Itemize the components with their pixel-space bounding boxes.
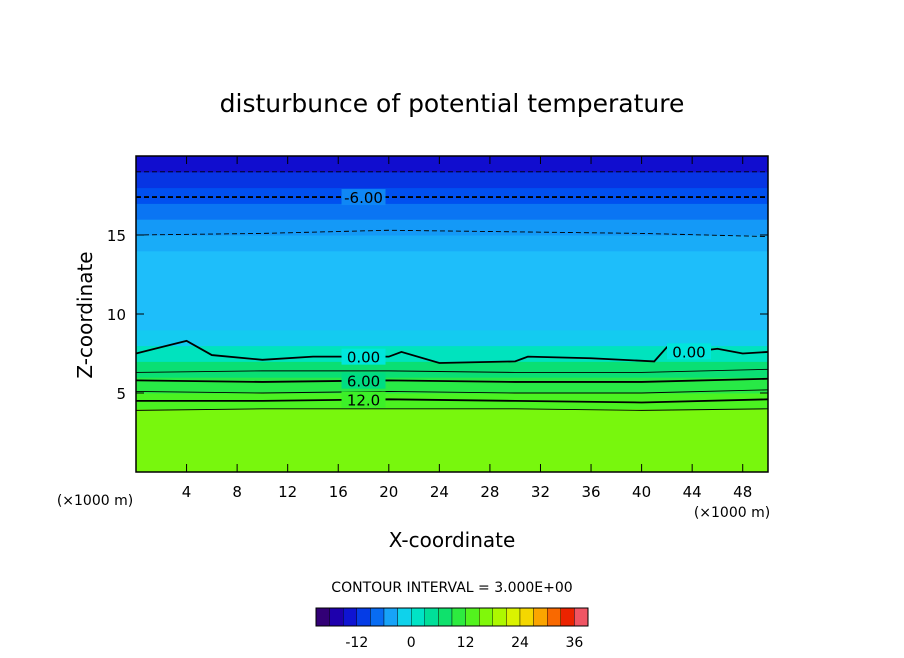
contour-line (135, 408, 769, 411)
field-cell (136, 203, 768, 220)
field-cell (136, 377, 768, 394)
y-tick-label: 10 (107, 306, 126, 324)
chart-title: disturbunce of potential temperature (220, 89, 685, 118)
y-axis-title: Z-coordinate (73, 251, 97, 378)
y-unit-label: (×1000 m) (694, 505, 770, 521)
colorbar-cell (370, 607, 385, 627)
x-tick-label: 24 (430, 483, 449, 501)
colorbar-cell (315, 607, 330, 627)
contour-label: 0.00 (672, 343, 705, 361)
colorbar-cell (424, 607, 439, 627)
field-cell (136, 282, 768, 299)
colorbar-cell (492, 607, 507, 627)
colorbar-title: CONTOUR INTERVAL = 3.000E+00 (331, 580, 572, 596)
colorbar-cell (547, 607, 562, 627)
contour-label-bg (667, 343, 711, 360)
colorbar-tick-label: -12 (345, 635, 368, 651)
contour-label-bg (341, 372, 386, 389)
field-cell (136, 298, 768, 315)
x-tick-label: 16 (329, 483, 348, 501)
colorbar-cell (506, 607, 521, 627)
contour-line (135, 368, 769, 373)
field-cell (136, 266, 768, 283)
colorbar-frame (315, 607, 589, 627)
colorbar-cell (560, 607, 575, 627)
contour-line (135, 229, 769, 238)
field-cell (136, 361, 768, 378)
colorbar-cell (343, 607, 358, 627)
x-tick-label: 20 (379, 483, 398, 501)
contour-label: -6.00 (344, 189, 383, 207)
contour-label: 0.00 (347, 349, 380, 367)
x-unit-label: (×1000 m) (57, 493, 133, 509)
x-tick-label: 8 (232, 483, 242, 501)
field-cell (136, 156, 768, 173)
colorbar-cell (465, 607, 480, 627)
contour-label-bg (341, 391, 386, 408)
contour-label-bg (341, 189, 386, 206)
x-tick-label: 40 (632, 483, 651, 501)
x-tick-label: 32 (531, 483, 550, 501)
x-tick-label: 4 (182, 483, 192, 501)
colorbar-cell (451, 607, 466, 627)
field-cell (136, 187, 768, 204)
contour-label: 6.00 (347, 373, 380, 391)
contour-line (135, 377, 769, 383)
colorbar-cell (438, 607, 453, 627)
colorbar-cell (574, 607, 589, 627)
field-cell (136, 235, 768, 252)
x-axis-title: X-coordinate (389, 528, 516, 552)
field-cell (136, 250, 768, 268)
contour-label-bg (341, 348, 386, 365)
field-cell (136, 424, 768, 441)
x-tick-label: 36 (581, 483, 600, 501)
colorbar-cell (356, 607, 371, 627)
contour-line (136, 398, 769, 404)
contour-line (135, 389, 769, 394)
colorbar-cell (519, 607, 534, 627)
field-cell (136, 329, 768, 347)
field-cell (136, 219, 768, 236)
colorbar-cell (411, 607, 426, 627)
field-cell (136, 456, 768, 473)
field-cell (136, 171, 768, 189)
field-cell (136, 314, 768, 331)
contour-label: 12.0 (347, 392, 380, 410)
colorbar-cell (397, 607, 412, 627)
field-cell (136, 408, 768, 426)
field-cell (136, 440, 768, 457)
colorbar-cell (479, 607, 494, 627)
field-cell (136, 393, 768, 410)
colorbar-cell (533, 607, 548, 627)
y-tick-label: 15 (107, 227, 126, 245)
colorbar-tick-label: 36 (565, 635, 583, 651)
colorbar-tick-label: 0 (407, 635, 416, 651)
colorbar-cell (329, 607, 344, 627)
x-tick-label: 48 (733, 483, 752, 501)
x-tick-label: 44 (683, 483, 702, 501)
colorbar-tick-label: 24 (511, 635, 529, 651)
colorbar-cell (383, 607, 398, 627)
y-tick-label: 5 (116, 385, 126, 403)
x-tick-label: 28 (480, 483, 499, 501)
colorbar-tick-label: 12 (457, 635, 475, 651)
x-tick-label: 12 (278, 483, 297, 501)
